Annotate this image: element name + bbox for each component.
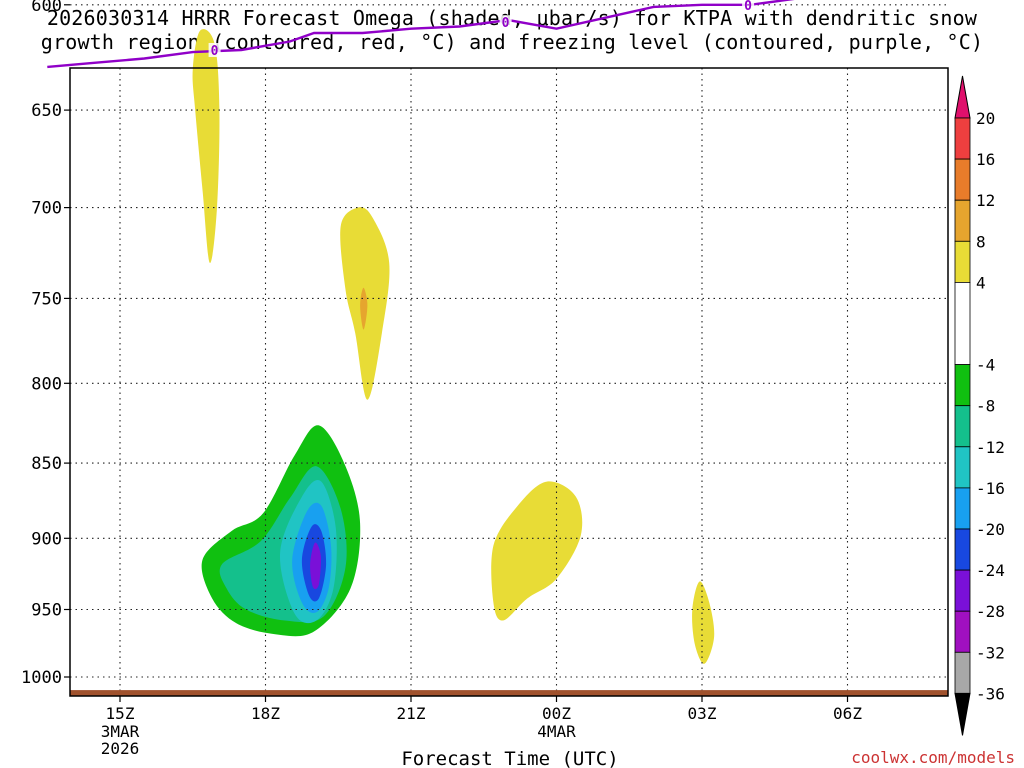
colorbar: 20 16 12 8 4 -4 -8 -12 -16 -20 -24 -28 -32 -36 bbox=[954, 75, 1005, 736]
y-tick-label-800: 800 bbox=[31, 374, 62, 394]
plot-frame bbox=[69, 67, 949, 697]
omega-shading-layer bbox=[177, 29, 865, 664]
y-axis: 2503003504004505005506006507007508008509… bbox=[21, 0, 70, 688]
contour-label-bg-2-2 bbox=[742, 0, 755, 12]
colorbar-label--16: -16 bbox=[976, 479, 1005, 498]
y-tick-label-750: 750 bbox=[31, 289, 62, 309]
colorbar-swatch-11 bbox=[954, 569, 971, 612]
credit-text: coolwx.com/models bbox=[851, 748, 1015, 767]
colorbar-label--24: -24 bbox=[976, 561, 1005, 580]
colorbar-label--28: -28 bbox=[976, 602, 1005, 621]
omega-region-18 bbox=[310, 542, 321, 590]
x-tick-label-03Z: 03Z bbox=[688, 704, 717, 723]
grid-layer bbox=[70, 4, 948, 696]
omega-region-10 bbox=[692, 581, 715, 664]
omega-region-2 bbox=[192, 29, 220, 264]
colorbar-label-12: 12 bbox=[976, 191, 995, 210]
x-tick-label-15Z: 15Z bbox=[106, 704, 135, 723]
x-axis-title: Forecast Time (UTC) bbox=[401, 748, 618, 768]
colorbar-label-20: 20 bbox=[976, 109, 995, 128]
x-tick-sublabel-15Z-1: 2026 bbox=[101, 739, 140, 758]
y-tick-label-900: 900 bbox=[31, 529, 62, 549]
x-tick-label-18Z: 18Z bbox=[251, 704, 280, 723]
ground-strip bbox=[70, 690, 948, 696]
colorbar-swatch-6 bbox=[954, 364, 971, 407]
ground-layer bbox=[70, 690, 948, 696]
omega-region-11 bbox=[840, 396, 865, 469]
colorbar-swatch-2 bbox=[954, 158, 971, 201]
contour-line-2 bbox=[47, 0, 795, 69]
y-tick-label-950: 950 bbox=[31, 601, 62, 621]
colorbar-swatch-1 bbox=[954, 117, 971, 160]
colorbar-label--32: -32 bbox=[976, 643, 1005, 662]
colorbar-swatch-12 bbox=[954, 610, 971, 653]
colorbar-swatch-4 bbox=[954, 240, 971, 283]
chart-title: 2026030314 HRRR Forecast Omega (shaded, … bbox=[0, 6, 1024, 54]
colorbar-swatch-13 bbox=[954, 651, 971, 694]
colorbar-swatch-3 bbox=[954, 199, 971, 242]
contour-label-2-2: 0 bbox=[744, 0, 752, 14]
colorbar-label--8: -8 bbox=[976, 397, 995, 416]
colorbar-label-8: 8 bbox=[976, 232, 986, 251]
colorbar-swatch-7 bbox=[954, 405, 971, 448]
y-tick-label-850: 850 bbox=[31, 454, 62, 474]
y-tick-label-600: 600 bbox=[31, 0, 62, 16]
contour-label-2-1: 0 bbox=[502, 16, 510, 31]
x-tick-label-06Z: 06Z bbox=[833, 704, 862, 723]
contour-layer bbox=[47, 0, 795, 69]
y-tick-label-700: 700 bbox=[31, 199, 62, 219]
y-tick-label-1000: 1000 bbox=[21, 668, 62, 688]
colorbar-label--36: -36 bbox=[976, 684, 1005, 703]
colorbar-swatch-5 bbox=[954, 281, 971, 365]
omega-region-9 bbox=[491, 481, 583, 621]
x-tick-sublabel-00Z-0: 4MAR bbox=[537, 722, 576, 741]
colorbar-label--4: -4 bbox=[976, 356, 995, 375]
contour-label-layer: -18-18-18-12000 bbox=[208, 0, 755, 59]
contour-label-bg-2-0 bbox=[208, 43, 221, 57]
colorbar-label-4: 4 bbox=[976, 273, 986, 292]
colorbar-label--20: -20 bbox=[976, 520, 1005, 539]
x-tick-label-00Z: 00Z bbox=[542, 704, 571, 723]
colorbar-bottom-arrow bbox=[954, 692, 971, 736]
colorbar-swatch-10 bbox=[954, 528, 971, 571]
colorbar-label--12: -12 bbox=[976, 438, 1005, 457]
contour-label-bg-2-1 bbox=[499, 15, 512, 30]
colorbar-label-16: 16 bbox=[976, 150, 995, 169]
x-tick-label-21Z: 21Z bbox=[397, 704, 426, 723]
colorbar-swatch-8 bbox=[954, 446, 971, 489]
y-tick-label-650: 650 bbox=[31, 101, 62, 121]
colorbar-top-arrow bbox=[954, 75, 971, 119]
x-tick-sublabel-15Z-0: 3MAR bbox=[101, 722, 140, 741]
contour-label-2-0: 0 bbox=[211, 44, 219, 59]
colorbar-swatch-9 bbox=[954, 487, 971, 530]
title-line-1: 2026030314 HRRR Forecast Omega (shaded, … bbox=[46, 6, 978, 30]
